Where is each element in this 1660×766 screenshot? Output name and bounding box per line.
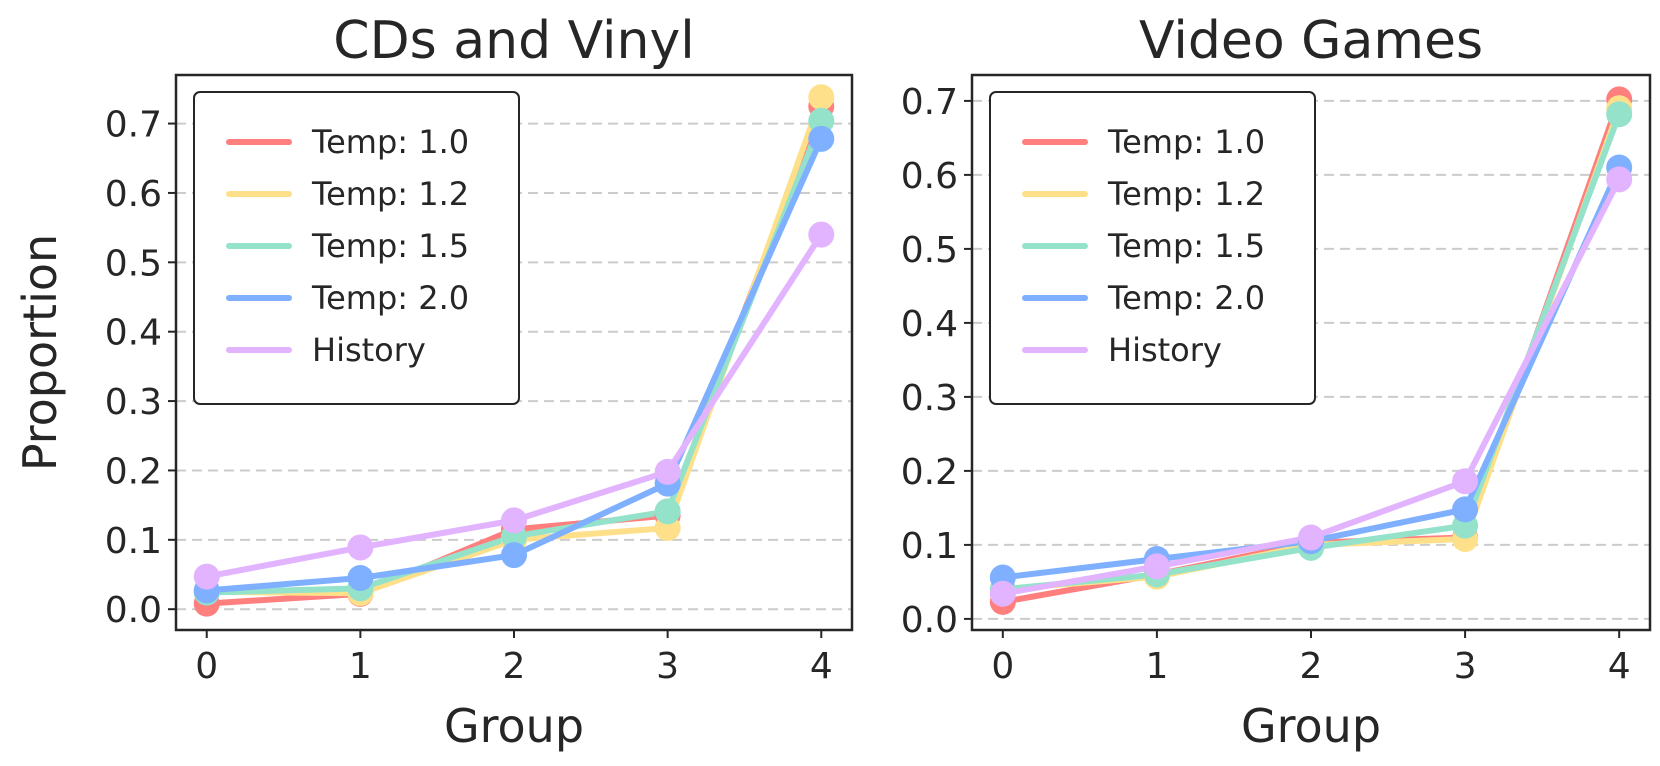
x-tick-label: 3 bbox=[1454, 646, 1477, 687]
y-tick-label: 0.4 bbox=[105, 313, 162, 354]
legend-label: Temp: 1.2 bbox=[1107, 175, 1265, 213]
data-point bbox=[193, 563, 220, 590]
legend-label: Temp: 1.5 bbox=[1107, 227, 1265, 265]
x-axis-label: Group bbox=[444, 699, 584, 753]
legend-label: Temp: 1.5 bbox=[311, 227, 469, 265]
y-tick-label: 0.7 bbox=[901, 82, 958, 123]
legend-box bbox=[989, 91, 1316, 405]
x-tick-label: 2 bbox=[503, 646, 526, 687]
data-point bbox=[1452, 496, 1479, 523]
y-tick-label: 0.5 bbox=[105, 243, 162, 284]
data-point bbox=[1606, 166, 1633, 193]
x-tick-label: 4 bbox=[810, 646, 833, 687]
y-tick-label: 0.1 bbox=[901, 526, 958, 567]
x-axis-label: Group bbox=[1241, 699, 1381, 753]
data-point bbox=[347, 534, 374, 561]
y-axis-label: Proportion bbox=[13, 234, 67, 471]
x-tick-label: 4 bbox=[1608, 646, 1631, 687]
x-tick-label: 1 bbox=[1145, 646, 1168, 687]
y-tick-label: 0.3 bbox=[105, 382, 162, 423]
x-tick-label: 1 bbox=[349, 646, 372, 687]
legend: Temp: 1.0 Temp: 1.2 Temp: 1.5 Temp: 2.0 Hist… bbox=[193, 91, 520, 405]
legend-label: History bbox=[1108, 331, 1222, 369]
y-tick-label: 0.6 bbox=[105, 174, 162, 215]
data-point bbox=[1606, 101, 1633, 128]
data-point bbox=[808, 84, 835, 111]
legend-box bbox=[193, 91, 520, 405]
y-tick-label: 0.1 bbox=[105, 521, 162, 562]
data-point bbox=[989, 580, 1016, 607]
y-tick-label: 0.0 bbox=[901, 600, 958, 641]
legend-label: Temp: 1.0 bbox=[311, 123, 469, 161]
legend-label: Temp: 2.0 bbox=[1107, 279, 1265, 317]
y-tick-label: 0.6 bbox=[901, 156, 958, 197]
chart-title: CDs and Vinyl bbox=[333, 11, 694, 71]
legend-label: Temp: 1.2 bbox=[311, 175, 469, 213]
data-point bbox=[1143, 553, 1170, 580]
plot-frame bbox=[174, 73, 854, 632]
x-tick-label: 0 bbox=[991, 646, 1014, 687]
data-point bbox=[1298, 524, 1324, 551]
legend-label: Temp: 2.0 bbox=[311, 279, 469, 317]
legend-label: Temp: 1.0 bbox=[1107, 123, 1265, 161]
data-point bbox=[808, 221, 835, 248]
y-tick-label: 0.2 bbox=[105, 451, 162, 492]
y-tick-label: 0.4 bbox=[901, 304, 958, 345]
data-point bbox=[808, 107, 835, 134]
data-point bbox=[347, 564, 374, 591]
y-tick-label: 0.2 bbox=[901, 452, 958, 493]
legend: Temp: 1.0 Temp: 1.2 Temp: 1.5 Temp: 2.0 Hist… bbox=[989, 91, 1316, 405]
y-tick-label: 0.0 bbox=[105, 590, 162, 631]
y-tick-label: 0.5 bbox=[901, 230, 958, 271]
data-point bbox=[1452, 468, 1479, 495]
plot-frame bbox=[970, 73, 1652, 632]
x-tick-label: 0 bbox=[195, 646, 218, 687]
y-tick-label: 0.7 bbox=[105, 105, 162, 146]
data-point bbox=[501, 507, 527, 534]
data-point bbox=[654, 458, 681, 485]
x-tick-label: 2 bbox=[1300, 646, 1323, 687]
data-point bbox=[501, 542, 527, 569]
chart-title: Video Games bbox=[1139, 11, 1483, 71]
data-point bbox=[808, 125, 835, 152]
y-tick-label: 0.3 bbox=[901, 378, 958, 419]
x-tick-label: 3 bbox=[656, 646, 679, 687]
data-point bbox=[654, 498, 681, 525]
legend-label: History bbox=[312, 331, 426, 369]
